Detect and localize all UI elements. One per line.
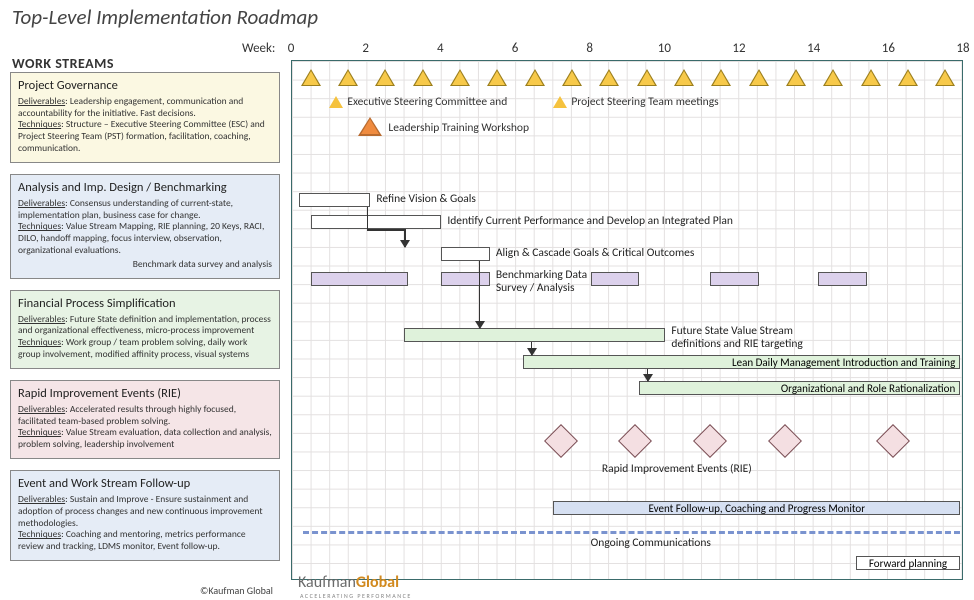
bar-label-bench2: Benchmarking DataSurvey / Analysis bbox=[496, 269, 587, 295]
arrow-icon bbox=[367, 229, 404, 231]
stream-rie: Rapid Improvement Events (RIE) Deliverab… bbox=[10, 380, 280, 459]
steering-triangle-icon bbox=[637, 69, 657, 86]
bar-bench1 bbox=[311, 272, 408, 286]
logo-subtitle: ACCELERATING PERFORMANCE bbox=[300, 592, 412, 600]
workshop-triangle-icon bbox=[358, 117, 382, 136]
week-tick: 8 bbox=[586, 41, 593, 56]
logo: KaufmanGlobal bbox=[298, 573, 399, 592]
steering-triangle-icon bbox=[823, 69, 843, 86]
bar-align bbox=[441, 247, 490, 261]
steering-triangle-icon bbox=[711, 69, 731, 86]
stream-title: Analysis and Imp. Design / Benchmarking bbox=[18, 180, 272, 196]
week-tick: 16 bbox=[882, 41, 895, 56]
steering-triangle-icon bbox=[338, 69, 358, 86]
steering-triangle-icon bbox=[450, 69, 470, 86]
ongoing-comms-label: Ongoing Communications bbox=[591, 537, 711, 550]
steering-triangle-icon bbox=[375, 69, 395, 86]
week-tick: 18 bbox=[956, 41, 969, 56]
week-tick: 4 bbox=[437, 41, 444, 56]
stream-title: Rapid Improvement Events (RIE) bbox=[18, 386, 272, 402]
week-tick: 6 bbox=[512, 41, 519, 56]
steering-triangle-icon bbox=[562, 69, 582, 86]
steering-triangle-icon bbox=[898, 69, 918, 86]
bar-identify bbox=[311, 215, 442, 229]
steering-triangle-icon bbox=[749, 69, 769, 86]
copyright: ©Kaufman Global bbox=[200, 584, 273, 597]
week-tick: 12 bbox=[732, 41, 745, 56]
logo-part2: Global bbox=[356, 573, 399, 592]
stream-gov: Project Governance Deliverables: Leaders… bbox=[10, 72, 280, 163]
bar-label-identify: Identify Current Performance and Develop… bbox=[447, 215, 733, 228]
legend-pst: Project Steering Team meetings bbox=[553, 95, 718, 109]
page-title: Top-Level Implementation Roadmap bbox=[12, 4, 318, 30]
logo-part1: Kaufman bbox=[298, 573, 356, 592]
steering-triangle-icon bbox=[487, 69, 507, 86]
work-streams-sidebar: Project Governance Deliverables: Leaders… bbox=[10, 72, 280, 561]
bar-bench4 bbox=[710, 272, 759, 286]
bar-bench3 bbox=[591, 272, 640, 286]
bar-org: Organizational and Role Rationalization bbox=[639, 381, 960, 395]
bar-bench2 bbox=[441, 272, 490, 286]
bar-forward: Forward planning bbox=[856, 556, 961, 570]
steering-triangle-icon bbox=[599, 69, 619, 86]
arrow-icon bbox=[531, 342, 533, 355]
bar-eventfu: Event Follow-up, Coaching and Progress M… bbox=[553, 501, 960, 515]
bar-label-align: Align & Cascade Goals & Critical Outcome… bbox=[496, 247, 695, 260]
stream-title: Event and Work Stream Follow-up bbox=[18, 476, 272, 492]
triangle-icon bbox=[553, 96, 567, 108]
steering-triangle-icon bbox=[674, 69, 694, 86]
bar-label-future: Future State Value Streamdefinitions and… bbox=[671, 325, 803, 351]
steering-triangle-icon bbox=[786, 69, 806, 86]
steering-triangle-icon bbox=[935, 69, 955, 86]
legend-workshop: Leadership Training Workshop bbox=[388, 121, 529, 135]
ongoing-comms-line bbox=[303, 531, 960, 534]
stream-title: Financial Process Simplification bbox=[18, 296, 272, 312]
bar-vision bbox=[299, 193, 370, 207]
bar-label-vision: Refine Vision & Goals bbox=[376, 193, 476, 206]
week-tick: 0 bbox=[288, 41, 295, 56]
arrow-icon bbox=[647, 369, 649, 381]
diamonds-label: Rapid Improvement Events (RIE) bbox=[602, 463, 752, 476]
bar-future bbox=[404, 328, 665, 342]
steering-triangle-icon bbox=[525, 69, 545, 86]
arrow-icon bbox=[404, 229, 406, 247]
streams-header: WORK STREAMS bbox=[12, 55, 114, 72]
triangle-icon bbox=[329, 96, 343, 108]
week-axis: 024681012141618 bbox=[291, 41, 962, 59]
bar-lean: Lean Daily Management Introduction and T… bbox=[523, 355, 960, 369]
week-tick: 2 bbox=[362, 41, 369, 56]
arrow-icon bbox=[367, 207, 369, 229]
stream-fin: Financial Process Simplification Deliver… bbox=[10, 290, 280, 369]
week-label: Week: bbox=[242, 41, 275, 56]
arrow-icon bbox=[479, 261, 481, 328]
legend-esc: Executive Steering Committee and bbox=[329, 95, 507, 109]
steering-triangle-icon bbox=[301, 69, 321, 86]
week-tick: 14 bbox=[807, 41, 820, 56]
stream-analysis: Analysis and Imp. Design / Benchmarking … bbox=[10, 174, 280, 279]
bar-bench5 bbox=[818, 272, 867, 286]
steering-triangle-icon bbox=[413, 69, 433, 86]
roadmap-canvas: Executive Steering Committee and Project … bbox=[291, 60, 963, 580]
stream-follow: Event and Work Stream Follow-up Delivera… bbox=[10, 470, 280, 561]
stream-title: Project Governance bbox=[18, 78, 272, 94]
week-tick: 10 bbox=[658, 41, 671, 56]
steering-triangle-icon bbox=[861, 69, 881, 86]
